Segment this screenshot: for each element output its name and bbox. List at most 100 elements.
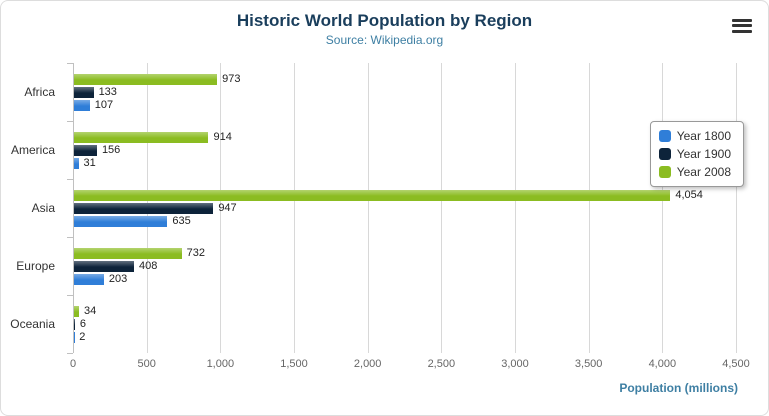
bar-row: 203 (74, 274, 736, 285)
bar-asia-year-2008[interactable] (74, 190, 671, 201)
y-tick-mark (67, 237, 73, 238)
y-tick-mark (67, 295, 73, 296)
data-label: 732 (186, 247, 206, 259)
bar-group-america: 914 156 31 (74, 121, 736, 179)
x-tick-label: 3,000 (501, 358, 529, 370)
category-label-africa: Africa (24, 85, 55, 99)
data-label: 2 (79, 331, 86, 343)
data-label: 6 (79, 318, 86, 330)
y-axis-line (73, 63, 74, 353)
bar-europe-year-1800[interactable] (74, 274, 104, 285)
bar-group-asia: 4,054 947 635 (74, 179, 736, 237)
bar-oceania-year-1900[interactable] (74, 319, 75, 330)
category-label-europe: Europe (16, 259, 55, 273)
category-label-oceania: Oceania (10, 317, 55, 331)
bar-row: 107 (74, 100, 736, 111)
x-tick-label: 0 (69, 358, 77, 370)
legend-item-year-1900[interactable]: Year 1900 (658, 145, 731, 163)
bar-row: 6 (74, 319, 736, 330)
legend-label: Year 2008 (676, 165, 731, 179)
gridline (588, 63, 590, 353)
legend-label: Year 1800 (676, 129, 731, 143)
bar-row: 914 (74, 132, 736, 143)
gridline (515, 63, 516, 353)
hamburger-bar (732, 18, 752, 22)
gridline (736, 63, 737, 353)
data-label: 203 (108, 273, 128, 285)
bar-row: 408 (74, 261, 736, 272)
legend-item-year-1800[interactable]: Year 1800 (658, 127, 731, 145)
chart-subtitle: Source: Wikipedia.org (325, 33, 444, 47)
bar-europe-year-2008[interactable] (74, 248, 182, 259)
bar-row: 34 (74, 306, 736, 317)
bar-row: 635 (74, 216, 736, 227)
data-label: 34 (84, 305, 97, 317)
gridline (441, 63, 443, 353)
hamburger-bar (732, 29, 752, 33)
data-label: 4,054 (675, 189, 703, 201)
x-tick-label: 3,500 (574, 358, 603, 370)
bar-asia-year-1900[interactable] (74, 203, 214, 214)
category-label-america: America (10, 143, 55, 157)
y-tick-mark (67, 179, 73, 180)
y-tick-mark (67, 63, 73, 64)
x-tick-label: 1,500 (280, 358, 308, 370)
hamburger-icon[interactable] (732, 16, 752, 35)
bar-row: 973 (74, 74, 736, 85)
y-axis-labels: Africa America Asia Europe Oceania (1, 63, 65, 353)
bar-row: 732 (74, 248, 736, 259)
data-label: 133 (98, 86, 117, 98)
legend-label: Year 1900 (676, 147, 731, 161)
x-axis-title: Population (millions) (619, 381, 738, 395)
bar-row: 133 (74, 87, 736, 98)
x-tick-label: 2,500 (427, 358, 456, 370)
bar-oceania-year-2008[interactable] (74, 306, 79, 317)
legend-marker (658, 130, 671, 142)
y-tick-mark (67, 353, 73, 354)
plot-area: 973 133 107 914 156 31 4,054 947 635 732 408 203 34 6… (67, 63, 737, 354)
data-label: 973 (222, 73, 241, 85)
gridline (367, 63, 369, 353)
bar-africa-year-1900[interactable] (74, 87, 94, 98)
data-label: 107 (94, 99, 114, 111)
legend: Year 1800 Year 1900 Year 2008 (649, 121, 744, 187)
bar-group-europe: 732 408 203 (74, 237, 736, 295)
x-axis-labels: 0 500 1,000 1,500 2,000 2,500 3,000 3,500 4,000 4… (69, 358, 750, 372)
bar-america-year-1900[interactable] (74, 145, 97, 156)
chart-title: Historic World Population by Region (236, 11, 533, 30)
x-tick-label: 4,000 (648, 358, 677, 370)
bar-row: 947 (74, 203, 736, 214)
hamburger-bar (732, 24, 752, 27)
bar-europe-year-1900[interactable] (74, 261, 135, 272)
data-label: 156 (101, 144, 121, 156)
bar-group-africa: 973 133 107 (74, 63, 736, 121)
gridline (220, 63, 222, 353)
x-tick-label: 4,500 (722, 358, 750, 370)
gridline (294, 63, 295, 353)
bar-africa-year-1800[interactable] (74, 100, 90, 111)
data-label: 408 (139, 260, 158, 272)
legend-marker (658, 148, 671, 160)
bar-asia-year-1800[interactable] (74, 216, 168, 227)
bar-row: 2 (74, 332, 736, 343)
data-label: 635 (172, 215, 191, 227)
x-tick-label: 500 (137, 358, 156, 370)
bar-africa-year-2008[interactable] (74, 74, 218, 85)
x-tick-label: 2,000 (353, 358, 382, 370)
bar-row: 4,054 (74, 190, 736, 201)
bar-group-oceania: 34 6 2 (74, 295, 736, 353)
data-label: 914 (213, 131, 232, 143)
gridline (662, 63, 664, 353)
bar-groups: 973 133 107 914 156 31 4,054 947 635 732 408 203 34 6… (74, 63, 736, 353)
x-tick-label: 1,000 (206, 358, 235, 370)
legend-marker (658, 166, 671, 178)
bar-america-year-2008[interactable] (74, 132, 209, 143)
legend-item-year-2008[interactable]: Year 2008 (658, 163, 731, 181)
y-tick-mark (67, 121, 73, 122)
bar-row: 31 (74, 158, 736, 169)
data-label: 31 (83, 157, 96, 169)
data-label: 947 (218, 202, 237, 214)
category-label-asia: Asia (31, 201, 55, 215)
bar-america-year-1800[interactable] (74, 158, 79, 169)
